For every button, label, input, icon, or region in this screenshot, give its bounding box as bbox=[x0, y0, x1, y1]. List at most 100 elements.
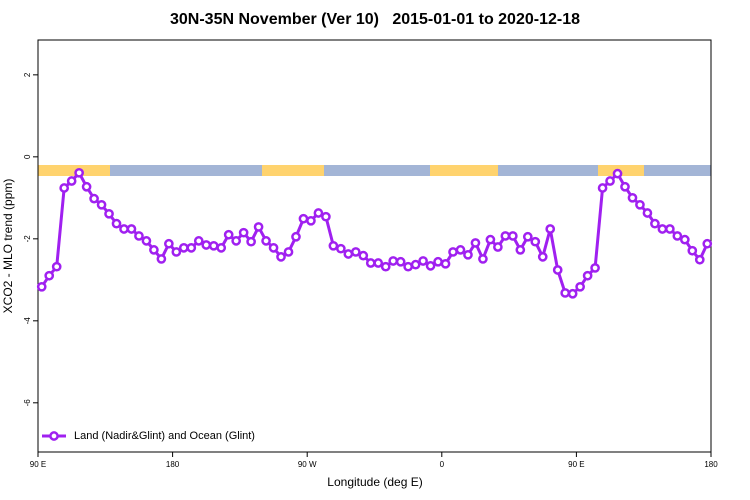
data-point bbox=[81, 181, 92, 192]
data-point bbox=[702, 238, 713, 249]
legend-label: Land (Nadir&Glint) and Ocean (Glint) bbox=[74, 430, 255, 442]
data-point bbox=[261, 236, 271, 246]
data-point bbox=[537, 252, 548, 262]
data-point bbox=[679, 234, 690, 245]
data-point bbox=[365, 258, 376, 268]
data-point bbox=[291, 231, 301, 242]
data-point bbox=[126, 224, 137, 234]
x-tick-label: 90 W bbox=[298, 460, 317, 469]
data-point bbox=[171, 247, 182, 257]
data-point bbox=[620, 181, 630, 192]
data-point bbox=[440, 258, 451, 269]
data-point bbox=[44, 270, 55, 281]
data-point bbox=[605, 176, 615, 186]
data-point bbox=[642, 208, 653, 218]
land-ocean-strip bbox=[38, 165, 711, 176]
data-point bbox=[672, 231, 683, 241]
data-point bbox=[522, 231, 533, 242]
data-point bbox=[141, 236, 152, 246]
data-point bbox=[321, 211, 331, 222]
data-point bbox=[478, 254, 488, 264]
data-point bbox=[530, 236, 541, 247]
data-point bbox=[425, 261, 436, 271]
data-point bbox=[507, 231, 518, 241]
data-point bbox=[253, 222, 264, 232]
data-point bbox=[350, 247, 361, 257]
data-point bbox=[111, 218, 122, 229]
data-point bbox=[178, 242, 189, 253]
data-point bbox=[470, 238, 481, 248]
ocean-band bbox=[38, 165, 711, 176]
data-point bbox=[358, 250, 369, 261]
data-point bbox=[395, 256, 406, 267]
data-point bbox=[500, 231, 511, 241]
data-point bbox=[208, 240, 219, 251]
data-point bbox=[328, 240, 339, 251]
data-point bbox=[238, 227, 249, 238]
land-band bbox=[430, 165, 498, 176]
data-point bbox=[418, 256, 428, 266]
data-point bbox=[336, 243, 346, 254]
data-point bbox=[590, 263, 600, 273]
data-point bbox=[298, 213, 309, 224]
data-point bbox=[59, 183, 70, 193]
legend-marker bbox=[49, 431, 59, 441]
data-point bbox=[89, 193, 99, 204]
data-point bbox=[36, 281, 47, 292]
data-point bbox=[156, 254, 167, 264]
data-point bbox=[373, 258, 384, 268]
x-tick-label: 180 bbox=[704, 460, 718, 469]
data-point bbox=[650, 218, 660, 229]
data-point bbox=[597, 183, 608, 193]
data-point bbox=[575, 281, 585, 292]
data-point bbox=[134, 231, 144, 241]
data-point bbox=[694, 254, 705, 265]
data-point bbox=[485, 234, 496, 245]
data-point bbox=[149, 245, 159, 255]
x-tick-label: 90 E bbox=[568, 460, 584, 469]
land-band bbox=[38, 165, 110, 176]
data-point bbox=[66, 176, 77, 186]
data-point bbox=[567, 288, 578, 299]
data-point bbox=[223, 229, 234, 240]
data-point bbox=[201, 240, 212, 250]
data-point bbox=[627, 192, 638, 203]
data-point bbox=[51, 261, 62, 272]
data-point bbox=[119, 224, 129, 234]
y-tick-label: -2 bbox=[23, 235, 32, 243]
data-point bbox=[380, 261, 391, 272]
data-point bbox=[268, 242, 279, 253]
x-axis-label: Longitude (deg E) bbox=[327, 475, 422, 489]
data-point bbox=[193, 236, 204, 246]
y-tick-label: 2 bbox=[23, 72, 32, 77]
data-point bbox=[552, 265, 563, 275]
x-tick-label: 180 bbox=[166, 460, 180, 469]
y-tick-label: 0 bbox=[23, 154, 32, 159]
data-point bbox=[343, 249, 354, 259]
data-point bbox=[104, 208, 114, 219]
data-point bbox=[582, 270, 593, 281]
x-tick-label: 90 E bbox=[30, 460, 46, 469]
data-point bbox=[388, 256, 399, 266]
y-tick-label: -4 bbox=[23, 317, 32, 325]
data-point bbox=[186, 242, 197, 253]
y-tick-label: -6 bbox=[23, 399, 32, 407]
data-point bbox=[612, 168, 623, 179]
data-point bbox=[560, 288, 571, 298]
data-point bbox=[313, 208, 324, 218]
data-point bbox=[410, 259, 421, 270]
x-tick-label: 0 bbox=[440, 460, 445, 469]
data-point bbox=[164, 238, 174, 249]
y-axis-label: XCO2 - MLO trend (ppm) bbox=[1, 179, 15, 314]
data-point bbox=[455, 245, 466, 255]
data-point bbox=[96, 199, 107, 210]
data-point bbox=[403, 261, 413, 272]
data-point bbox=[283, 247, 294, 257]
data-point bbox=[657, 224, 668, 234]
data-point bbox=[493, 242, 503, 252]
data-point bbox=[74, 167, 84, 178]
data-point bbox=[231, 236, 242, 246]
data-point bbox=[463, 249, 473, 260]
data-point bbox=[665, 224, 675, 234]
